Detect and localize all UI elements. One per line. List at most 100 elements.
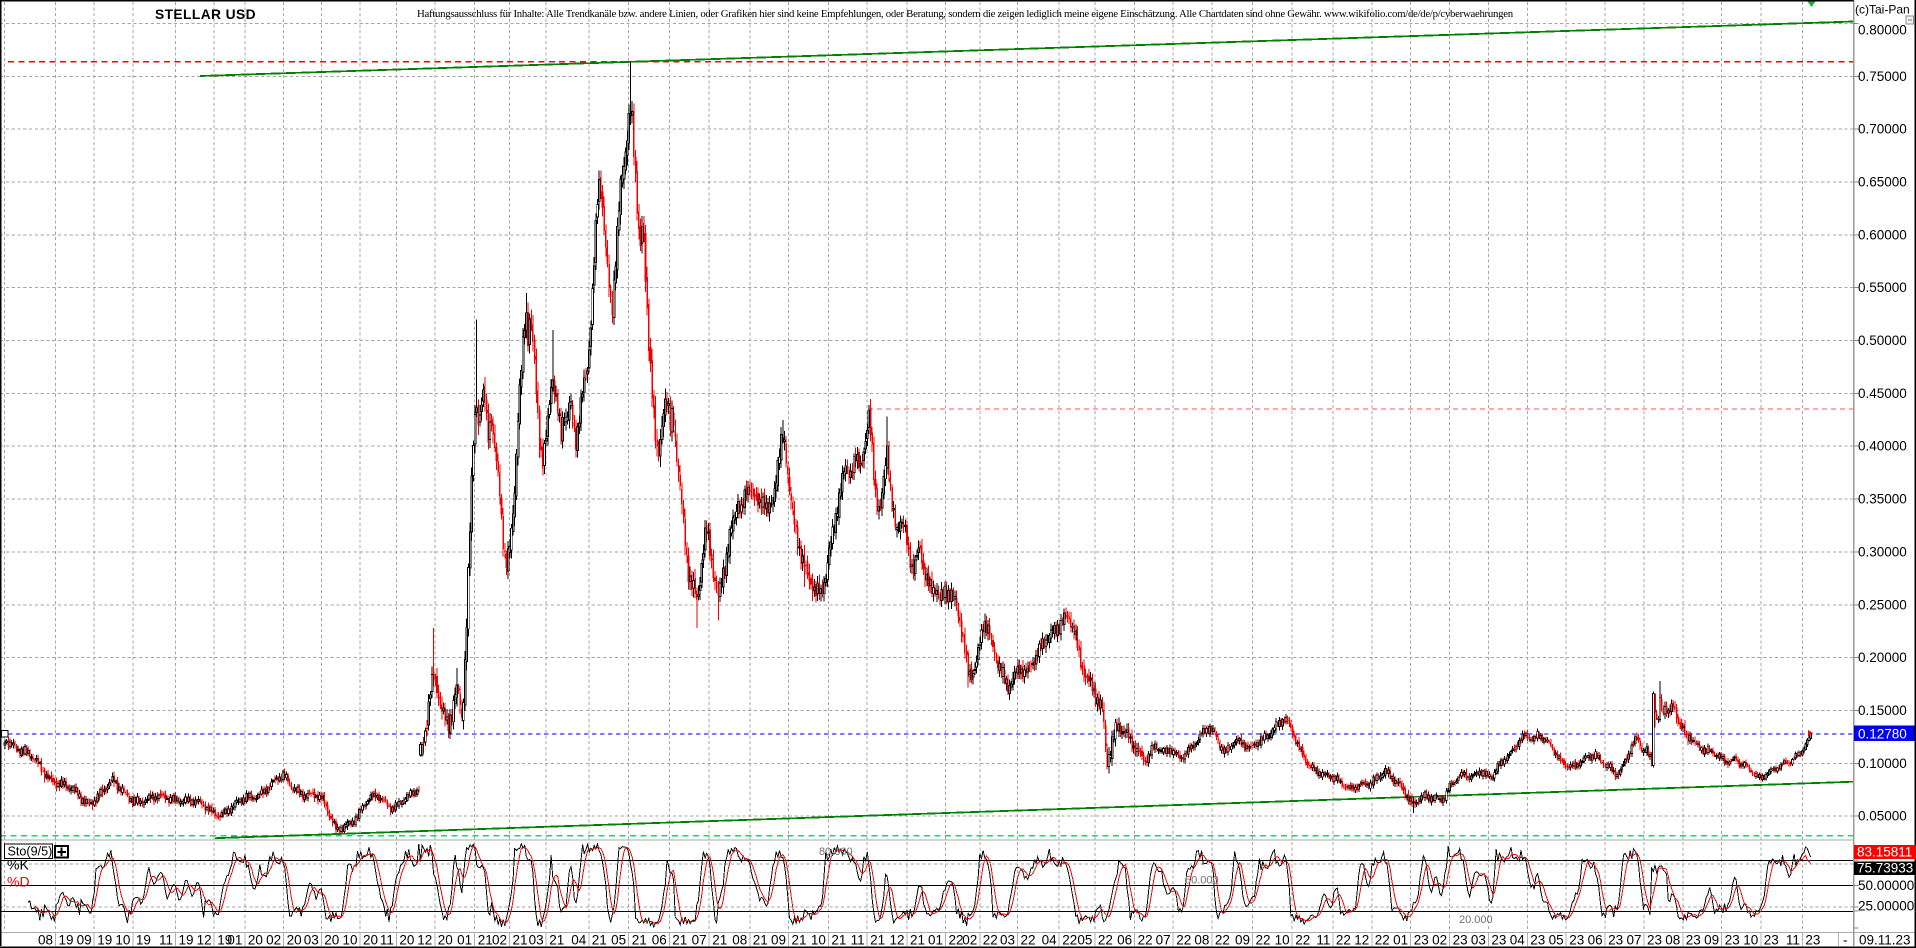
svg-text:23: 23	[1530, 932, 1545, 947]
svg-text:21: 21	[592, 932, 607, 947]
svg-text:75.73933: 75.73933	[1857, 861, 1913, 876]
svg-text:0.35000: 0.35000	[1858, 492, 1907, 507]
svg-text:22: 22	[1375, 932, 1390, 947]
svg-text:0.60000: 0.60000	[1858, 227, 1907, 242]
svg-text:22: 22	[1336, 932, 1351, 947]
svg-text:0.65000: 0.65000	[1858, 175, 1907, 190]
svg-text:%K: %K	[7, 857, 29, 873]
svg-text:05: 05	[611, 932, 626, 947]
svg-text:08: 08	[1194, 932, 1209, 947]
svg-text:22: 22	[1098, 932, 1113, 947]
svg-text:0.70000: 0.70000	[1858, 122, 1907, 137]
svg-text:0.20000: 0.20000	[1858, 650, 1907, 665]
svg-text:09: 09	[771, 932, 786, 947]
svg-text:20.000: 20.000	[1459, 914, 1493, 926]
svg-text:03: 03	[1471, 932, 1486, 947]
svg-text:21: 21	[478, 932, 493, 947]
svg-text:STELLAR USD: STELLAR USD	[155, 7, 256, 22]
svg-text:0.10000: 0.10000	[1858, 756, 1907, 771]
svg-text:10: 10	[1275, 932, 1290, 947]
svg-text:83.15811: 83.15811	[1857, 845, 1912, 860]
svg-text:21: 21	[831, 932, 846, 947]
svg-text:08: 08	[1665, 932, 1680, 947]
svg-text:21: 21	[792, 932, 807, 947]
svg-text:21: 21	[513, 932, 528, 947]
svg-text:19: 19	[179, 932, 194, 947]
svg-text:23: 23	[1414, 932, 1429, 947]
svg-text:0.12780: 0.12780	[1858, 726, 1907, 741]
svg-text:22: 22	[1062, 932, 1077, 947]
svg-text:23: 23	[1608, 932, 1623, 947]
svg-text:21: 21	[712, 932, 727, 947]
svg-text:22: 22	[1215, 932, 1230, 947]
svg-text:10: 10	[115, 932, 130, 947]
svg-text:23: 23	[1686, 932, 1701, 947]
svg-text:10: 10	[811, 932, 826, 947]
svg-text:06: 06	[1117, 932, 1132, 947]
svg-text:19: 19	[59, 932, 74, 947]
svg-text:10: 10	[1743, 932, 1758, 947]
svg-text:06: 06	[652, 932, 667, 947]
svg-text:0.30000: 0.30000	[1858, 544, 1907, 559]
svg-text:-: -	[1843, 932, 1848, 947]
svg-text:19: 19	[136, 932, 151, 947]
svg-text:22: 22	[1176, 932, 1191, 947]
svg-text:01: 01	[227, 932, 242, 947]
svg-text:80.000: 80.000	[819, 846, 853, 858]
svg-text:03: 03	[304, 932, 319, 947]
svg-text:0.25000: 0.25000	[1858, 597, 1907, 612]
svg-text:11: 11	[380, 932, 394, 947]
svg-text:23: 23	[1491, 932, 1506, 947]
svg-text:23: 23	[1725, 932, 1740, 947]
svg-text:02: 02	[266, 932, 281, 947]
svg-text:0.15000: 0.15000	[1858, 703, 1907, 718]
svg-text:11: 11	[851, 932, 865, 947]
svg-text:0.80000: 0.80000	[1858, 23, 1907, 38]
svg-text:12: 12	[1354, 932, 1369, 947]
svg-text:05: 05	[1549, 932, 1564, 947]
svg-text:09.11.23: 09.11.23	[1859, 932, 1911, 947]
svg-text:03: 03	[529, 932, 544, 947]
svg-text:22: 22	[1021, 932, 1036, 947]
svg-text:04: 04	[1510, 932, 1526, 947]
svg-text:22: 22	[949, 932, 964, 947]
svg-text:02: 02	[492, 932, 507, 947]
svg-text:01: 01	[1393, 932, 1408, 947]
svg-text:10: 10	[342, 932, 357, 947]
svg-text:21: 21	[632, 932, 647, 947]
svg-text:04: 04	[1042, 932, 1058, 947]
svg-text:23: 23	[1647, 932, 1662, 947]
svg-text:0.05000: 0.05000	[1858, 809, 1907, 824]
svg-text:%D: %D	[7, 874, 30, 890]
svg-text:06: 06	[1588, 932, 1603, 947]
svg-text:0.45000: 0.45000	[1858, 386, 1907, 401]
svg-text:20: 20	[363, 932, 378, 947]
svg-text:0.55000: 0.55000	[1858, 280, 1907, 295]
svg-text:12: 12	[197, 932, 212, 947]
svg-text:Haftungsausschluss für Inhalte: Haftungsausschluss für Inhalte: Alle Tre…	[417, 8, 1514, 20]
svg-text:23: 23	[1453, 932, 1468, 947]
svg-text:08: 08	[732, 932, 747, 947]
svg-text:21: 21	[870, 932, 885, 947]
svg-text:22: 22	[1256, 932, 1271, 947]
svg-text:23: 23	[1805, 932, 1820, 947]
svg-text:0.40000: 0.40000	[1858, 439, 1907, 454]
svg-text:20: 20	[324, 932, 339, 947]
svg-text:22: 22	[1138, 932, 1153, 947]
svg-text:09: 09	[1704, 932, 1719, 947]
svg-text:50.00000: 50.00000	[1858, 878, 1914, 893]
svg-text:07: 07	[692, 932, 707, 947]
svg-text:21: 21	[910, 932, 925, 947]
svg-text:21: 21	[753, 932, 768, 947]
svg-text:07: 07	[1156, 932, 1171, 947]
svg-text:23: 23	[1569, 932, 1584, 947]
svg-text:02: 02	[1432, 932, 1447, 947]
svg-text:09: 09	[1235, 932, 1250, 947]
svg-text:21: 21	[549, 932, 564, 947]
svg-text:20: 20	[438, 932, 453, 947]
svg-text:11: 11	[159, 932, 173, 947]
svg-text:12: 12	[889, 932, 904, 947]
svg-text:07: 07	[1626, 932, 1641, 947]
svg-text:19: 19	[97, 932, 112, 947]
svg-text:20: 20	[248, 932, 263, 947]
